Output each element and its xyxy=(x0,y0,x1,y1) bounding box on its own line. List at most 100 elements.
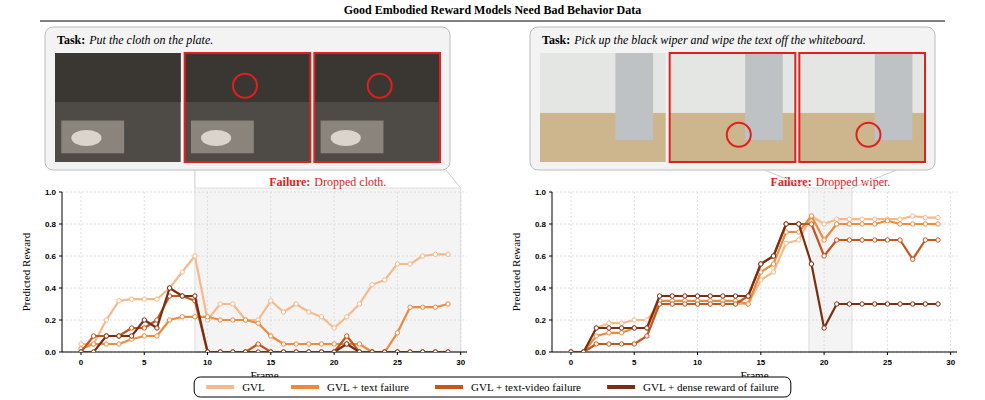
image-table xyxy=(61,121,124,154)
series-point xyxy=(683,294,687,298)
series-point xyxy=(721,302,725,306)
series-point xyxy=(619,342,623,346)
series-point xyxy=(332,342,336,346)
series-point xyxy=(632,326,636,330)
legend-item: GVL + text failure xyxy=(291,381,409,393)
series-point xyxy=(645,326,649,330)
grid-line xyxy=(460,192,461,352)
failure-text: Failure:Dropped wiper. xyxy=(771,175,891,189)
frame-image xyxy=(314,53,440,162)
task-title: Put the cloth on the plate. xyxy=(88,33,213,47)
series-point xyxy=(873,222,877,226)
series-point xyxy=(569,350,573,352)
series-point xyxy=(231,318,235,322)
series-point xyxy=(129,326,133,330)
series-point xyxy=(408,305,412,309)
series-point xyxy=(155,334,159,338)
tick-label: 10 xyxy=(203,358,212,367)
series-point xyxy=(847,222,851,226)
image-bg xyxy=(670,53,796,162)
series-point xyxy=(357,342,361,346)
callout-line xyxy=(194,170,195,188)
series-point xyxy=(936,215,940,219)
figure: Good Embodied Reward Models Need Bad Beh… xyxy=(0,0,985,400)
series-point xyxy=(657,294,661,298)
series-point xyxy=(256,321,260,325)
series-point xyxy=(847,238,851,242)
image-robot xyxy=(745,53,783,140)
grid-line xyxy=(62,320,467,321)
grid-line xyxy=(552,352,957,353)
series-point xyxy=(91,334,95,338)
series-point xyxy=(193,294,197,298)
series-point xyxy=(231,302,235,306)
series-point xyxy=(759,262,763,266)
series-point xyxy=(231,350,235,352)
series-point xyxy=(370,350,374,352)
series-point xyxy=(721,302,725,306)
series-point xyxy=(670,302,674,306)
series-point xyxy=(607,342,611,346)
image-bg xyxy=(185,53,311,162)
series-point xyxy=(117,299,121,303)
series-point xyxy=(281,350,285,352)
tick-label: 5 xyxy=(142,358,147,367)
series-point xyxy=(898,302,902,306)
image-frame xyxy=(799,53,925,162)
series-point xyxy=(408,350,412,352)
series-point xyxy=(294,350,298,352)
series-point xyxy=(695,294,699,298)
series-point xyxy=(345,342,349,346)
series-point xyxy=(911,214,915,218)
series-point xyxy=(243,318,247,322)
series-point xyxy=(243,350,247,352)
series-point xyxy=(91,342,95,346)
series-point xyxy=(332,326,336,330)
series-point xyxy=(695,302,699,306)
grid-line xyxy=(62,288,467,289)
task-label: Task: xyxy=(57,33,85,47)
series-point xyxy=(307,350,311,352)
series-line: GVL + dense reward of failure xyxy=(81,288,448,352)
series-point xyxy=(180,315,184,319)
y-axis xyxy=(552,192,553,352)
y-axis-title: Predicted Reward xyxy=(510,232,522,311)
series-point xyxy=(395,350,399,352)
y-axis-title: Predicted Reward xyxy=(20,232,32,311)
grid-line xyxy=(552,320,957,321)
series-point xyxy=(421,254,425,258)
grid-line xyxy=(62,224,467,225)
series-point xyxy=(822,238,826,242)
series-point xyxy=(619,331,623,335)
series-point xyxy=(594,326,598,330)
series-point xyxy=(569,350,573,352)
failure-text: Failure:Dropped cloth. xyxy=(269,175,386,189)
image-table xyxy=(191,121,254,154)
series-point xyxy=(345,342,349,346)
series-point xyxy=(421,350,425,352)
series-point xyxy=(569,350,573,352)
series-point xyxy=(357,350,361,352)
series-point xyxy=(142,326,146,330)
grid-line xyxy=(207,192,208,352)
tick-label: 0.2 xyxy=(535,316,547,325)
series-point xyxy=(594,334,598,338)
series-point xyxy=(873,238,877,242)
task-text: Task:Pick up the black wiper and wipe th… xyxy=(542,33,866,47)
series-point xyxy=(370,283,374,287)
series-point xyxy=(860,217,864,221)
tick-label: 0.4 xyxy=(535,284,547,293)
series-point xyxy=(446,350,450,352)
grid-line xyxy=(570,192,571,352)
tick-label: 0 xyxy=(569,358,574,367)
legend-swatch xyxy=(206,385,234,389)
series-point xyxy=(281,350,285,352)
callout-line xyxy=(852,170,896,188)
series-point xyxy=(746,294,750,298)
series-point xyxy=(180,294,184,298)
image-wall xyxy=(55,53,181,102)
series-point xyxy=(632,318,636,322)
series-point xyxy=(117,334,121,338)
series-point xyxy=(117,334,121,338)
image-bg xyxy=(314,53,440,162)
